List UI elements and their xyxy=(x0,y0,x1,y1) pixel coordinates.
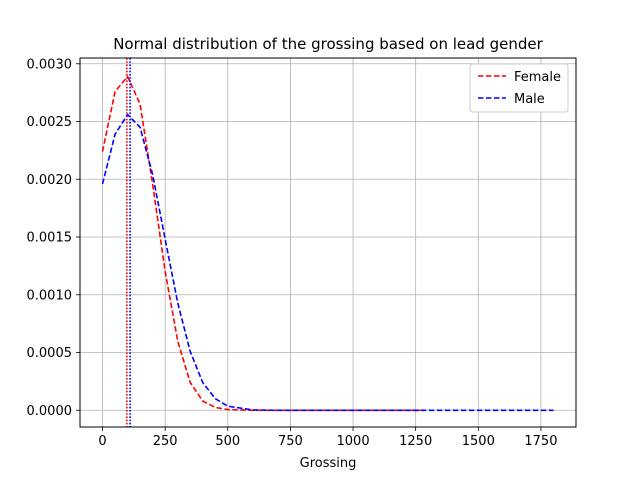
x-axis-label: Grossing xyxy=(300,456,357,471)
legend: Female Male xyxy=(469,63,569,113)
x-tick-label: 1250 xyxy=(399,434,432,449)
axis-ticks: 0 250 500 750 1000 1250 1500 1750 0.0000 0.0005 0.… xyxy=(27,57,558,449)
x-tick-label: 500 xyxy=(215,434,240,449)
series-line-male xyxy=(101,113,554,412)
grid-lines xyxy=(80,58,576,427)
y-tick-label: 0.0025 xyxy=(27,115,73,130)
x-tick-label: 1000 xyxy=(337,434,370,449)
y-tick-label: 0.0020 xyxy=(27,173,73,188)
x-tick-label: 250 xyxy=(153,434,178,449)
y-tick-label: 0.0000 xyxy=(27,404,73,419)
x-tick-label: 0 xyxy=(98,434,106,449)
y-tick-label: 0.0015 xyxy=(27,231,73,246)
y-tick-label: 0.0010 xyxy=(27,288,73,303)
x-tick-label: 750 xyxy=(278,434,303,449)
y-tick-label: 0.0030 xyxy=(27,57,73,72)
y-tick-label: 0.0005 xyxy=(27,346,73,361)
series-line-female xyxy=(101,75,421,412)
legend-label-male: Male xyxy=(514,92,545,107)
x-tick-label: 1500 xyxy=(462,434,495,449)
plot-frame xyxy=(79,57,577,428)
chart-title: Normal distribution of the grossing base… xyxy=(113,35,543,53)
x-tick-label: 1750 xyxy=(524,434,557,449)
series-layer xyxy=(101,58,554,427)
legend-label-female: Female xyxy=(514,70,561,85)
